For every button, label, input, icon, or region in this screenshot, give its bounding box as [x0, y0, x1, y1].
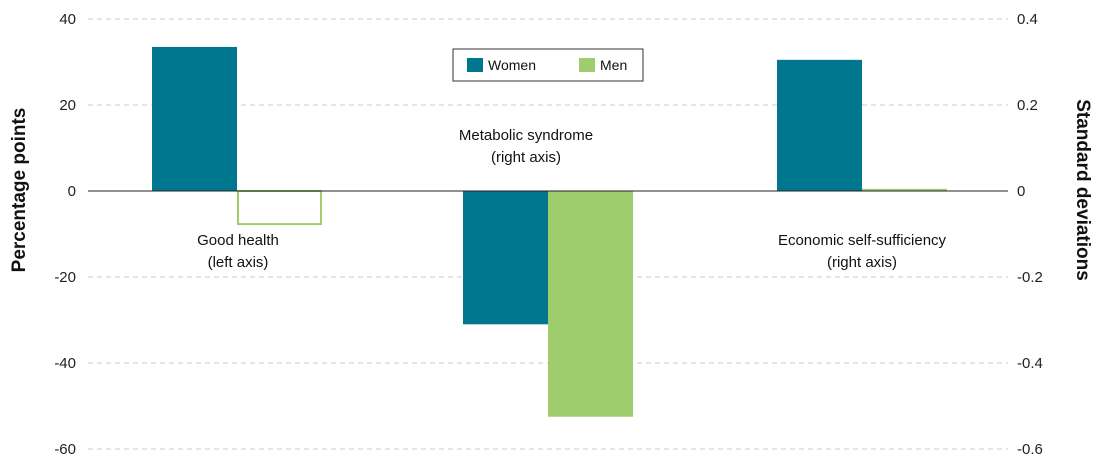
right-tick-label: 0 — [1017, 183, 1025, 200]
left-tick-label: -40 — [54, 355, 76, 372]
right-axis-title: Standard deviations — [1072, 99, 1093, 281]
right-tick-label: -0.6 — [1017, 441, 1043, 458]
annotation-line1: Good health — [197, 232, 279, 249]
legend-label-men: Men — [600, 57, 627, 73]
bar-men-1 — [237, 190, 322, 226]
legend: Women Men — [452, 48, 644, 82]
bar-men-3 — [862, 188, 947, 191]
right-axis-ticks: 0.4 0.2 0 -0.2 -0.4 -0.6 — [1017, 11, 1043, 458]
bar-women-3 — [777, 59, 862, 191]
right-tick-label: -0.4 — [1017, 355, 1043, 372]
right-tick-label: 0.2 — [1017, 97, 1038, 114]
left-tick-label: -20 — [54, 269, 76, 286]
bar-men-2 — [548, 191, 633, 417]
left-tick-label: 20 — [59, 97, 76, 114]
annotation-line2: (left axis) — [208, 254, 269, 271]
annotation-line1: Metabolic syndrome — [459, 127, 593, 144]
legend-swatch-women — [467, 58, 483, 72]
bar-women-1 — [152, 46, 237, 192]
left-tick-label: -60 — [54, 441, 76, 458]
annotation-line2: (right axis) — [491, 149, 561, 166]
annotation-line2: (right axis) — [827, 254, 897, 271]
left-axis-title: Percentage points — [9, 108, 30, 273]
left-tick-label: 0 — [68, 183, 76, 200]
right-tick-label: -0.2 — [1017, 269, 1043, 286]
legend-swatch-men — [579, 58, 595, 72]
legend-label-women: Women — [488, 57, 536, 73]
annotations: Good health (left axis) Metabolic syndrome… — [197, 127, 946, 271]
bars — [152, 46, 947, 417]
legend-box — [452, 48, 644, 82]
right-tick-label: 0.4 — [1017, 11, 1038, 28]
annotation-line1: Economic self-sufficiency — [778, 232, 947, 249]
bar-women-2 — [463, 191, 548, 325]
left-axis-ticks: 40 20 0 -20 -40 -60 — [54, 11, 76, 458]
left-tick-label: 40 — [59, 11, 76, 28]
